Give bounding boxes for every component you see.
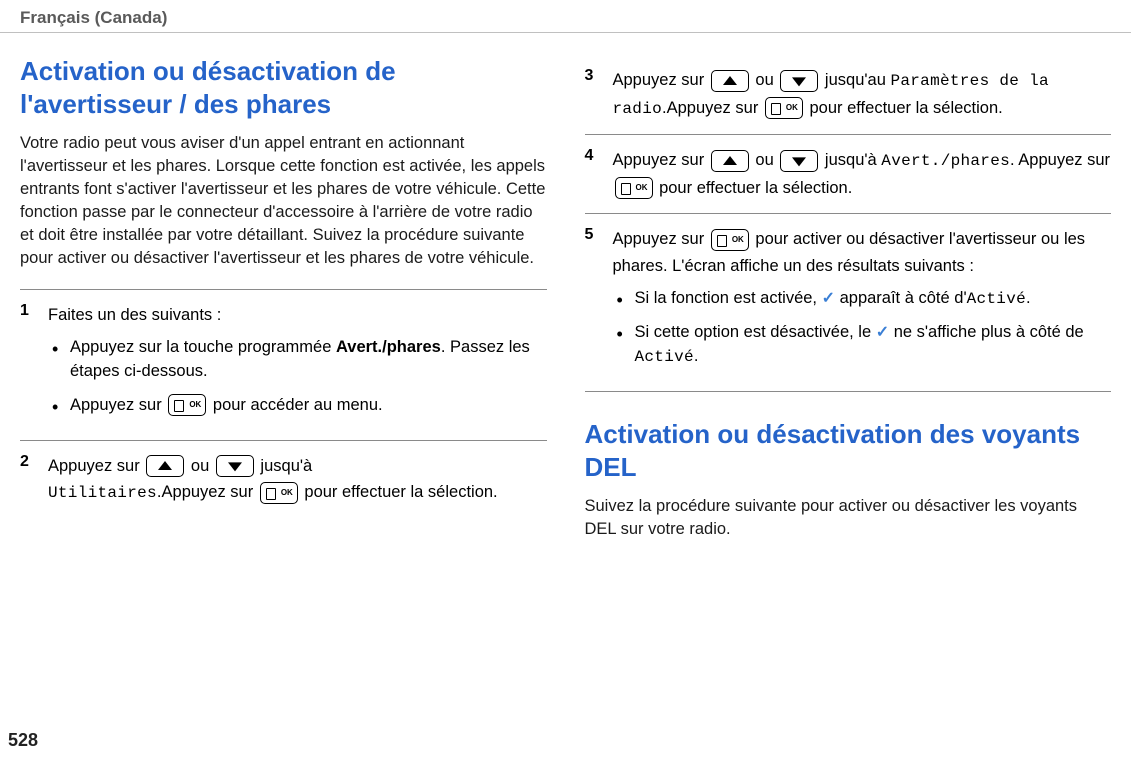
text: jusqu'à xyxy=(256,457,312,475)
step-3: 3 Appuyez sur ou jusqu'au Paramètres de … xyxy=(585,55,1112,134)
bullet-item: Appuyez sur la touche programmée Avert./… xyxy=(48,336,547,384)
text: Appuyez sur xyxy=(613,151,709,169)
text: Appuyez sur xyxy=(48,457,144,475)
step-2: 2 Appuyez sur ou jusqu'à Utilitaires.App… xyxy=(20,440,547,519)
text: Appuyez sur xyxy=(70,396,166,414)
step-number: 2 xyxy=(20,453,29,471)
page-number: 528 xyxy=(8,730,38,751)
text: . xyxy=(694,347,699,365)
bullet-item: Si cette option est désactivée, le ✓ ne … xyxy=(613,321,1112,369)
text: . xyxy=(1026,289,1031,307)
page-content: Activation ou désactivation de l'avertis… xyxy=(0,33,1131,559)
steps-left: 1 Faites un des suivants : Appuyez sur l… xyxy=(20,289,547,519)
left-column: Activation ou désactivation de l'avertis… xyxy=(20,55,547,559)
up-key-icon xyxy=(146,455,184,477)
step-number: 5 xyxy=(585,226,594,244)
text: pour effectuer la sélection. xyxy=(300,483,498,501)
step-content: Appuyez sur ou jusqu'à Utilitaires.Appuy… xyxy=(48,453,547,507)
text: jusqu'à xyxy=(820,151,881,169)
bullet-item: Si la fonction est activée, ✓ apparaît à… xyxy=(613,287,1112,311)
ok-key-icon xyxy=(711,229,749,251)
text: ou xyxy=(751,71,779,89)
bullet-item: Appuyez sur pour accéder au menu. xyxy=(48,394,547,418)
text: Appuyez sur xyxy=(613,71,709,89)
ok-key-icon xyxy=(260,482,298,504)
text: ne s'affiche plus à côté de xyxy=(889,323,1084,341)
text: pour effectuer la sélection. xyxy=(805,99,1003,117)
text: pour accéder au menu. xyxy=(208,396,382,414)
up-key-icon xyxy=(711,150,749,172)
step-number: 4 xyxy=(585,147,594,165)
text: pour effectuer la sélection. xyxy=(655,179,853,197)
text: ou xyxy=(186,457,214,475)
menu-label: Utilitaires xyxy=(48,484,157,502)
step-1: 1 Faites un des suivants : Appuyez sur l… xyxy=(20,289,547,440)
text: jusqu'au xyxy=(820,71,890,89)
ok-key-icon xyxy=(168,394,206,416)
menu-label: Avert./phares xyxy=(881,152,1010,170)
section-heading-2: Activation ou désactivation des voyants … xyxy=(585,418,1112,483)
text: Appuyez sur xyxy=(613,230,709,248)
bullet-list: Si la fonction est activée, ✓ apparaît à… xyxy=(613,287,1112,369)
spacer xyxy=(585,392,1112,418)
text: Si cette option est désactivée, le xyxy=(635,323,876,341)
check-icon: ✓ xyxy=(822,287,835,310)
down-key-icon xyxy=(780,70,818,92)
text: ou xyxy=(751,151,779,169)
text: .Appuyez sur xyxy=(157,483,258,501)
down-key-icon xyxy=(216,455,254,477)
down-key-icon xyxy=(780,150,818,172)
step-content: Appuyez sur pour activer ou désactiver l… xyxy=(613,226,1112,369)
language-label: Français (Canada) xyxy=(20,8,167,27)
text: apparaît à côté d' xyxy=(835,289,967,307)
bullet-list: Appuyez sur la touche programmée Avert./… xyxy=(48,336,547,418)
steps-right: 3 Appuyez sur ou jusqu'au Paramètres de … xyxy=(585,55,1112,392)
section-heading-1: Activation ou désactivation de l'avertis… xyxy=(20,55,547,120)
step-content: Appuyez sur ou jusqu'à Avert./phares. Ap… xyxy=(613,147,1112,201)
text: Si la fonction est activée, xyxy=(635,289,822,307)
step-4: 4 Appuyez sur ou jusqu'à Avert./phares. … xyxy=(585,134,1112,213)
step-content: Appuyez sur ou jusqu'au Paramètres de la… xyxy=(613,67,1112,122)
step-lead: Faites un des suivants : xyxy=(48,306,221,324)
step-content: Faites un des suivants : Appuyez sur la … xyxy=(48,302,547,418)
menu-label: Activé xyxy=(967,290,1026,308)
right-column: 3 Appuyez sur ou jusqu'au Paramètres de … xyxy=(585,55,1112,559)
bold-text: Avert./phares xyxy=(336,338,441,356)
ok-key-icon xyxy=(765,97,803,119)
step-number: 1 xyxy=(20,302,29,320)
check-icon: ✓ xyxy=(876,321,889,344)
text: .Appuyez sur xyxy=(662,99,763,117)
intro-paragraph-2: Suivez la procédure suivante pour active… xyxy=(585,495,1112,541)
ok-key-icon xyxy=(615,177,653,199)
step-number: 3 xyxy=(585,67,594,85)
menu-label: Activé xyxy=(635,348,694,366)
intro-paragraph: Votre radio peut vous aviser d'un appel … xyxy=(20,132,547,271)
text: . Appuyez sur xyxy=(1010,151,1110,169)
up-key-icon xyxy=(711,70,749,92)
page-header: Français (Canada) xyxy=(0,0,1131,33)
step-5: 5 Appuyez sur pour activer ou désactiver… xyxy=(585,213,1112,392)
text: Appuyez sur la touche programmée xyxy=(70,338,336,356)
